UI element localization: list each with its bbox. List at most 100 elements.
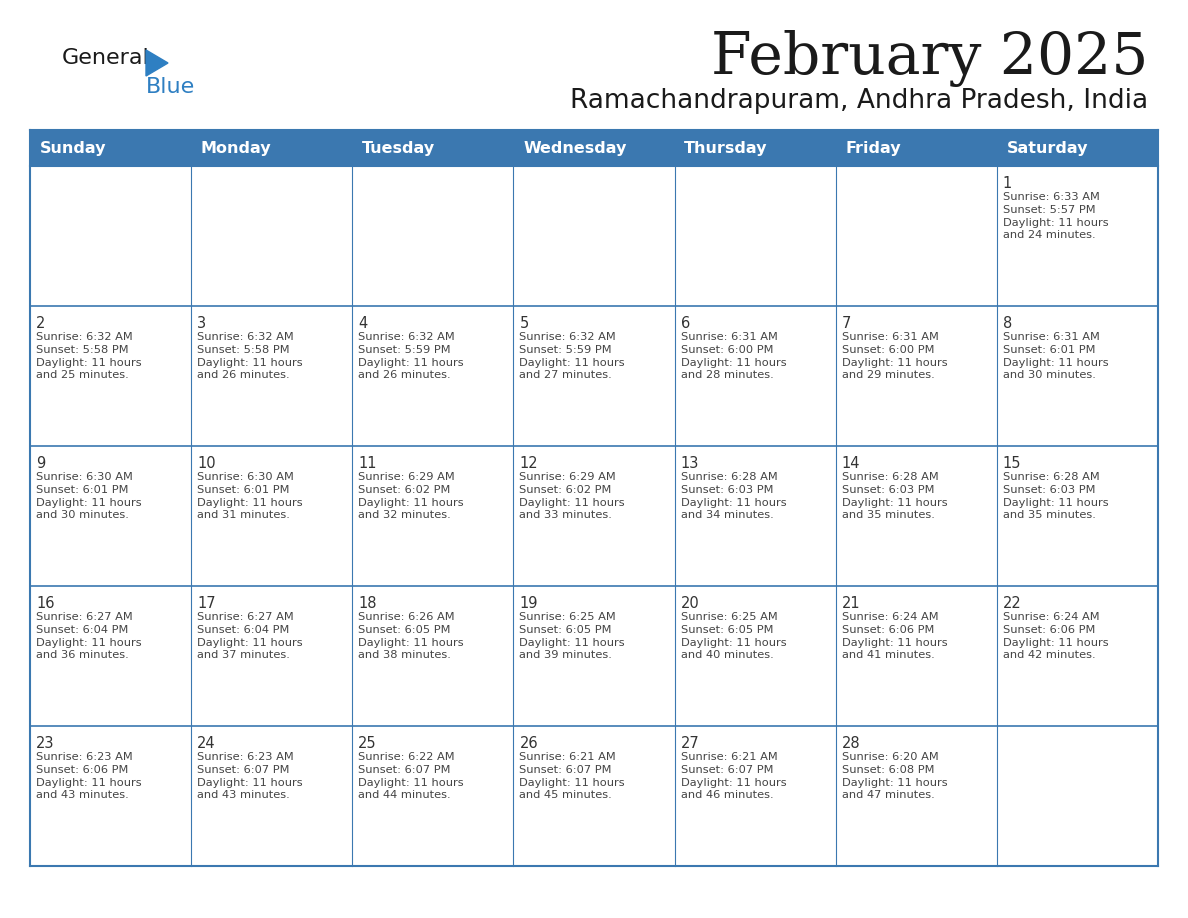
Text: Sunrise: 6:29 AM
Sunset: 6:02 PM
Daylight: 11 hours
and 33 minutes.: Sunrise: 6:29 AM Sunset: 6:02 PM Dayligh… <box>519 472 625 521</box>
Text: Sunrise: 6:33 AM
Sunset: 5:57 PM
Daylight: 11 hours
and 24 minutes.: Sunrise: 6:33 AM Sunset: 5:57 PM Dayligh… <box>1003 192 1108 241</box>
Text: Sunrise: 6:24 AM
Sunset: 6:06 PM
Daylight: 11 hours
and 42 minutes.: Sunrise: 6:24 AM Sunset: 6:06 PM Dayligh… <box>1003 612 1108 660</box>
Bar <box>353 586 513 726</box>
Bar <box>675 726 835 866</box>
Bar <box>191 166 353 306</box>
Bar <box>835 130 997 166</box>
Bar <box>353 166 513 306</box>
Bar <box>513 306 675 446</box>
Text: Sunrise: 6:31 AM
Sunset: 6:00 PM
Daylight: 11 hours
and 29 minutes.: Sunrise: 6:31 AM Sunset: 6:00 PM Dayligh… <box>842 332 947 380</box>
Text: 16: 16 <box>36 596 55 611</box>
Bar <box>835 446 997 586</box>
Text: Sunrise: 6:22 AM
Sunset: 6:07 PM
Daylight: 11 hours
and 44 minutes.: Sunrise: 6:22 AM Sunset: 6:07 PM Dayligh… <box>359 752 463 800</box>
Bar <box>513 166 675 306</box>
Text: 13: 13 <box>681 456 699 471</box>
Text: Saturday: Saturday <box>1006 140 1088 155</box>
Bar <box>353 726 513 866</box>
Text: 12: 12 <box>519 456 538 471</box>
Text: Sunrise: 6:32 AM
Sunset: 5:59 PM
Daylight: 11 hours
and 26 minutes.: Sunrise: 6:32 AM Sunset: 5:59 PM Dayligh… <box>359 332 463 380</box>
Bar <box>30 130 191 166</box>
Text: Sunrise: 6:27 AM
Sunset: 6:04 PM
Daylight: 11 hours
and 37 minutes.: Sunrise: 6:27 AM Sunset: 6:04 PM Dayligh… <box>197 612 303 660</box>
Text: Sunrise: 6:27 AM
Sunset: 6:04 PM
Daylight: 11 hours
and 36 minutes.: Sunrise: 6:27 AM Sunset: 6:04 PM Dayligh… <box>36 612 141 660</box>
Text: Sunrise: 6:31 AM
Sunset: 6:00 PM
Daylight: 11 hours
and 28 minutes.: Sunrise: 6:31 AM Sunset: 6:00 PM Dayligh… <box>681 332 786 380</box>
Text: 18: 18 <box>359 596 377 611</box>
Text: 25: 25 <box>359 736 377 751</box>
Text: 9: 9 <box>36 456 45 471</box>
Text: 17: 17 <box>197 596 216 611</box>
Bar <box>30 586 191 726</box>
Text: Sunrise: 6:26 AM
Sunset: 6:05 PM
Daylight: 11 hours
and 38 minutes.: Sunrise: 6:26 AM Sunset: 6:05 PM Dayligh… <box>359 612 463 660</box>
Bar <box>835 726 997 866</box>
Text: Sunrise: 6:20 AM
Sunset: 6:08 PM
Daylight: 11 hours
and 47 minutes.: Sunrise: 6:20 AM Sunset: 6:08 PM Dayligh… <box>842 752 947 800</box>
Text: Sunrise: 6:32 AM
Sunset: 5:59 PM
Daylight: 11 hours
and 27 minutes.: Sunrise: 6:32 AM Sunset: 5:59 PM Dayligh… <box>519 332 625 380</box>
Text: Sunrise: 6:28 AM
Sunset: 6:03 PM
Daylight: 11 hours
and 35 minutes.: Sunrise: 6:28 AM Sunset: 6:03 PM Dayligh… <box>842 472 947 521</box>
Bar <box>835 306 997 446</box>
Bar <box>997 726 1158 866</box>
Bar <box>513 586 675 726</box>
Text: 5: 5 <box>519 316 529 331</box>
Text: 27: 27 <box>681 736 700 751</box>
Text: Sunrise: 6:23 AM
Sunset: 6:07 PM
Daylight: 11 hours
and 43 minutes.: Sunrise: 6:23 AM Sunset: 6:07 PM Dayligh… <box>197 752 303 800</box>
Text: 23: 23 <box>36 736 55 751</box>
Text: 22: 22 <box>1003 596 1022 611</box>
Text: Sunrise: 6:30 AM
Sunset: 6:01 PM
Daylight: 11 hours
and 30 minutes.: Sunrise: 6:30 AM Sunset: 6:01 PM Dayligh… <box>36 472 141 521</box>
Text: 19: 19 <box>519 596 538 611</box>
Bar <box>191 130 353 166</box>
Text: 2: 2 <box>36 316 45 331</box>
Text: Sunrise: 6:31 AM
Sunset: 6:01 PM
Daylight: 11 hours
and 30 minutes.: Sunrise: 6:31 AM Sunset: 6:01 PM Dayligh… <box>1003 332 1108 380</box>
Bar <box>997 306 1158 446</box>
Bar <box>513 130 675 166</box>
Bar <box>30 306 191 446</box>
Bar <box>675 446 835 586</box>
Bar <box>675 586 835 726</box>
Text: 24: 24 <box>197 736 216 751</box>
Text: Sunday: Sunday <box>39 140 106 155</box>
Text: General: General <box>62 48 150 68</box>
Bar <box>513 726 675 866</box>
Text: 26: 26 <box>519 736 538 751</box>
Text: Sunrise: 6:32 AM
Sunset: 5:58 PM
Daylight: 11 hours
and 25 minutes.: Sunrise: 6:32 AM Sunset: 5:58 PM Dayligh… <box>36 332 141 380</box>
Text: Sunrise: 6:28 AM
Sunset: 6:03 PM
Daylight: 11 hours
and 35 minutes.: Sunrise: 6:28 AM Sunset: 6:03 PM Dayligh… <box>1003 472 1108 521</box>
Bar <box>353 306 513 446</box>
Text: 28: 28 <box>842 736 860 751</box>
Text: Tuesday: Tuesday <box>362 140 435 155</box>
Text: Sunrise: 6:24 AM
Sunset: 6:06 PM
Daylight: 11 hours
and 41 minutes.: Sunrise: 6:24 AM Sunset: 6:06 PM Dayligh… <box>842 612 947 660</box>
Text: Sunrise: 6:21 AM
Sunset: 6:07 PM
Daylight: 11 hours
and 45 minutes.: Sunrise: 6:21 AM Sunset: 6:07 PM Dayligh… <box>519 752 625 800</box>
Text: Sunrise: 6:30 AM
Sunset: 6:01 PM
Daylight: 11 hours
and 31 minutes.: Sunrise: 6:30 AM Sunset: 6:01 PM Dayligh… <box>197 472 303 521</box>
Text: Sunrise: 6:23 AM
Sunset: 6:06 PM
Daylight: 11 hours
and 43 minutes.: Sunrise: 6:23 AM Sunset: 6:06 PM Dayligh… <box>36 752 141 800</box>
Text: 3: 3 <box>197 316 207 331</box>
Text: Sunrise: 6:28 AM
Sunset: 6:03 PM
Daylight: 11 hours
and 34 minutes.: Sunrise: 6:28 AM Sunset: 6:03 PM Dayligh… <box>681 472 786 521</box>
Bar <box>191 726 353 866</box>
Text: 1: 1 <box>1003 176 1012 191</box>
Text: Sunrise: 6:25 AM
Sunset: 6:05 PM
Daylight: 11 hours
and 40 minutes.: Sunrise: 6:25 AM Sunset: 6:05 PM Dayligh… <box>681 612 786 660</box>
Text: 6: 6 <box>681 316 690 331</box>
Text: Friday: Friday <box>846 140 901 155</box>
Bar <box>997 586 1158 726</box>
Bar <box>30 166 191 306</box>
Bar <box>353 130 513 166</box>
Text: 8: 8 <box>1003 316 1012 331</box>
Text: Ramachandrapuram, Andhra Pradesh, India: Ramachandrapuram, Andhra Pradesh, India <box>570 88 1148 114</box>
Bar <box>191 586 353 726</box>
Text: Thursday: Thursday <box>684 140 767 155</box>
Bar <box>675 166 835 306</box>
Text: Sunrise: 6:29 AM
Sunset: 6:02 PM
Daylight: 11 hours
and 32 minutes.: Sunrise: 6:29 AM Sunset: 6:02 PM Dayligh… <box>359 472 463 521</box>
Bar <box>997 446 1158 586</box>
Text: Blue: Blue <box>146 77 195 97</box>
Text: 14: 14 <box>842 456 860 471</box>
Text: 21: 21 <box>842 596 860 611</box>
Text: Wednesday: Wednesday <box>523 140 626 155</box>
Polygon shape <box>146 50 168 76</box>
Bar <box>835 166 997 306</box>
Text: Sunrise: 6:25 AM
Sunset: 6:05 PM
Daylight: 11 hours
and 39 minutes.: Sunrise: 6:25 AM Sunset: 6:05 PM Dayligh… <box>519 612 625 660</box>
Text: 7: 7 <box>842 316 851 331</box>
Bar <box>675 130 835 166</box>
Text: 10: 10 <box>197 456 216 471</box>
Text: Sunrise: 6:32 AM
Sunset: 5:58 PM
Daylight: 11 hours
and 26 minutes.: Sunrise: 6:32 AM Sunset: 5:58 PM Dayligh… <box>197 332 303 380</box>
Bar <box>30 446 191 586</box>
Text: February 2025: February 2025 <box>710 30 1148 87</box>
Text: Sunrise: 6:21 AM
Sunset: 6:07 PM
Daylight: 11 hours
and 46 minutes.: Sunrise: 6:21 AM Sunset: 6:07 PM Dayligh… <box>681 752 786 800</box>
Text: 20: 20 <box>681 596 700 611</box>
Bar <box>675 306 835 446</box>
Text: Monday: Monday <box>201 140 271 155</box>
Text: 4: 4 <box>359 316 367 331</box>
